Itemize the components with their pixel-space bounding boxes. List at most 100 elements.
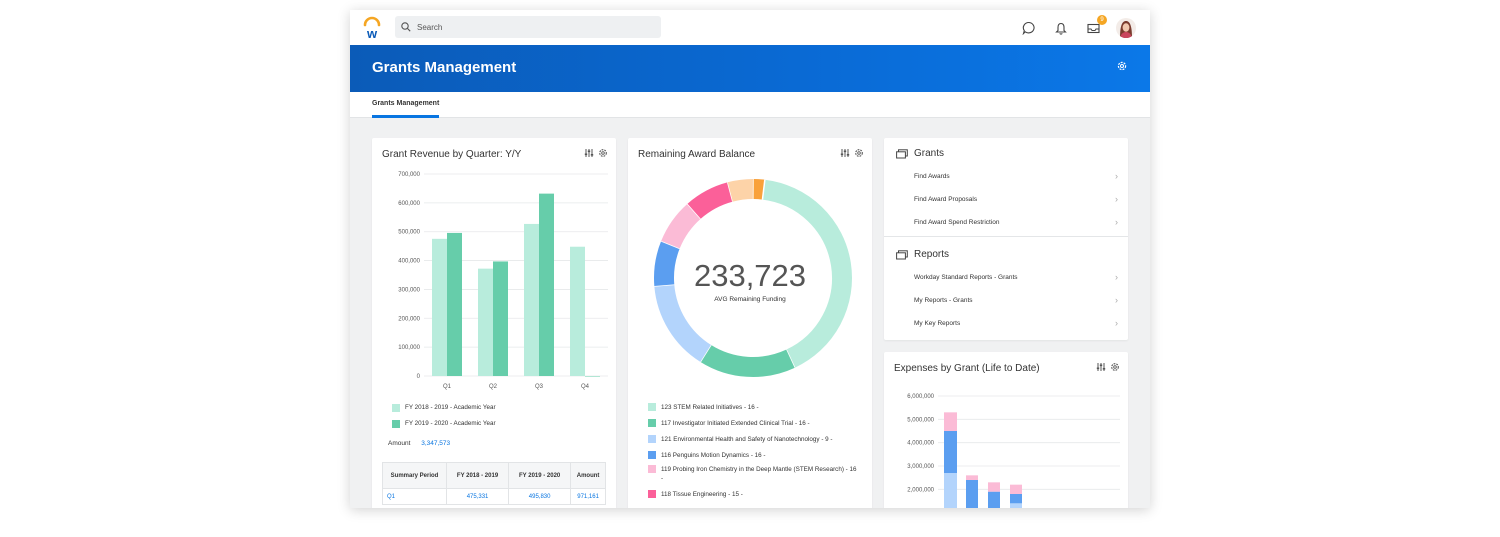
table-cell[interactable]: 495,830 <box>508 488 572 505</box>
gear-icon[interactable] <box>1110 362 1120 372</box>
legend-item[interactable]: 119 Probing Iron Chemistry in the Deep M… <box>648 465 860 483</box>
search-input[interactable] <box>417 22 637 32</box>
y-tick-label: 0 <box>417 374 421 380</box>
donut-center-value: 233,723 <box>693 258 807 293</box>
table-cell[interactable]: 971,161 <box>570 488 606 505</box>
bar[interactable] <box>585 376 600 377</box>
stacked-bar-segment[interactable] <box>944 473 957 508</box>
link-my-reports[interactable]: My Reports - Grants › <box>914 295 1118 305</box>
link-find-awards[interactable]: Find Awards › <box>914 171 1118 181</box>
stacked-bar-segment[interactable] <box>988 491 1000 508</box>
gear-icon[interactable] <box>854 148 864 158</box>
legend-label: 118 Tissue Engineering - 15 - <box>661 491 743 498</box>
bar[interactable] <box>432 238 447 376</box>
link-workday-standard-reports[interactable]: Workday Standard Reports - Grants › <box>914 272 1118 282</box>
stacked-bar-segment[interactable] <box>966 475 978 480</box>
chat-icon[interactable] <box>1020 19 1038 37</box>
link-find-award-proposals[interactable]: Find Award Proposals › <box>914 194 1118 204</box>
bar[interactable] <box>524 223 539 376</box>
donut-slice[interactable] <box>661 203 702 249</box>
table-cell[interactable]: 475,331 <box>445 488 510 505</box>
x-tick-label: Q2 <box>489 384 498 390</box>
y-tick-label: 100,000 <box>398 345 420 351</box>
expenses-card: Expenses by Grant (Life to Date) 1,000,0… <box>884 352 1128 508</box>
legend-label: 123 STEM Related Initiatives - 16 - <box>661 404 759 411</box>
legend-swatch <box>648 465 656 473</box>
stacked-bar-segment[interactable] <box>1010 494 1022 504</box>
legend-item[interactable]: 118 Tissue Engineering - 15 - <box>648 490 860 499</box>
expenses-card-title: Expenses by Grant (Life to Date) <box>894 363 1040 374</box>
legend-item[interactable]: 117 Investigator Initiated Extended Clin… <box>648 419 860 428</box>
chevron-right-icon: › <box>1115 217 1118 227</box>
link-my-key-reports[interactable]: My Key Reports › <box>914 318 1118 328</box>
gear-icon[interactable] <box>1116 60 1128 72</box>
stacked-bar-segment[interactable] <box>1010 503 1022 508</box>
y-tick-label: 500,000 <box>398 230 420 236</box>
bar[interactable] <box>447 232 462 376</box>
column-header[interactable]: Amount <box>570 462 606 489</box>
donut-slice[interactable] <box>753 179 765 200</box>
donut-slice[interactable] <box>700 344 795 377</box>
bar[interactable] <box>570 246 585 376</box>
revenue-card: Grant Revenue by Quarter: Y/Y 0 100,000 20… <box>372 138 616 508</box>
inbox-icon[interactable]: 9 <box>1084 15 1107 37</box>
column-header[interactable]: FY 2018 - 2019 <box>445 462 510 489</box>
stacked-bar-segment[interactable] <box>1010 484 1022 494</box>
y-tick-label: 3,000,000 <box>907 464 934 470</box>
amount-value[interactable]: 3,347,573 <box>421 440 451 447</box>
bar[interactable] <box>478 268 493 376</box>
donut-slice[interactable] <box>654 284 712 362</box>
chevron-right-icon: › <box>1115 194 1118 204</box>
chevron-right-icon: › <box>1115 272 1118 282</box>
expenses-stacked-bar-chart: 1,000,0002,000,0003,000,0004,000,0005,00… <box>907 394 1120 508</box>
bar[interactable] <box>539 193 554 376</box>
table-cell[interactable]: Q1 <box>382 488 447 505</box>
tab-grants-management[interactable]: Grants Management <box>372 100 440 107</box>
search-box[interactable] <box>395 16 661 38</box>
column-header[interactable]: FY 2019 - 2020 <box>508 462 572 489</box>
avatar[interactable] <box>1116 18 1136 38</box>
legend-item[interactable]: 116 Penguins Motion Dynamics - 16 - <box>648 451 860 460</box>
workday-logo[interactable]: w <box>362 16 382 40</box>
revenue-card-title: Grant Revenue by Quarter: Y/Y <box>382 149 522 160</box>
legend-item[interactable]: FY 2019 - 2020 - Academic Year <box>392 420 496 428</box>
bar[interactable] <box>493 261 508 376</box>
slice-gap <box>761 179 766 200</box>
chevron-right-icon: › <box>1115 318 1118 328</box>
bell-icon[interactable] <box>1052 19 1070 37</box>
legend-item[interactable]: 123 STEM Related Initiatives - 16 - <box>648 403 860 412</box>
search-icon <box>401 22 411 32</box>
x-tick-label: Q3 <box>535 384 544 390</box>
filter-icon[interactable] <box>840 148 850 158</box>
y-tick-label: 2,000,000 <box>907 487 934 493</box>
app-window: w 9 <box>350 10 1150 508</box>
page-title: Grants Management <box>372 59 517 76</box>
tab-bar: Grants Management <box>350 92 1150 118</box>
filter-icon[interactable] <box>584 148 594 158</box>
amount-label: Amount <box>388 440 411 447</box>
donut-slice[interactable] <box>727 179 754 202</box>
donut-slice[interactable] <box>687 182 734 219</box>
column-header[interactable]: Summary Period <box>382 462 447 489</box>
top-bar: w 9 <box>350 10 1150 45</box>
donut-slice[interactable] <box>654 240 680 286</box>
donut-slice[interactable] <box>762 179 852 368</box>
stacked-bar-segment[interactable] <box>944 431 957 473</box>
gear-icon[interactable] <box>598 148 608 158</box>
stacked-bar-segment[interactable] <box>988 482 1000 492</box>
legend-label: 121 Environmental Health and Safety of N… <box>661 436 833 443</box>
legend-item[interactable]: FY 2018 - 2019 - Academic Year <box>392 404 496 412</box>
legend-label: FY 2018 - 2019 - Academic Year <box>405 404 496 411</box>
donut-center-label: AVG Remaining Funding <box>714 296 786 303</box>
link-find-award-spend-restriction[interactable]: Find Award Spend Restriction › <box>914 217 1118 227</box>
legend-swatch <box>648 451 656 459</box>
summary-table: Summary Period FY 2018 - 2019 FY 2019 - … <box>382 462 606 505</box>
grants-heading: Grants <box>896 148 944 159</box>
legend-swatch <box>392 420 400 428</box>
filter-icon[interactable] <box>1096 362 1106 372</box>
legend-item[interactable]: 121 Environmental Health and Safety of N… <box>648 435 860 444</box>
legend-swatch <box>648 435 656 443</box>
balance-card: Remaining Award Balance 233,723 AVG Rema… <box>628 138 872 508</box>
stacked-bar-segment[interactable] <box>944 412 957 431</box>
stacked-bar-segment[interactable] <box>966 480 978 508</box>
